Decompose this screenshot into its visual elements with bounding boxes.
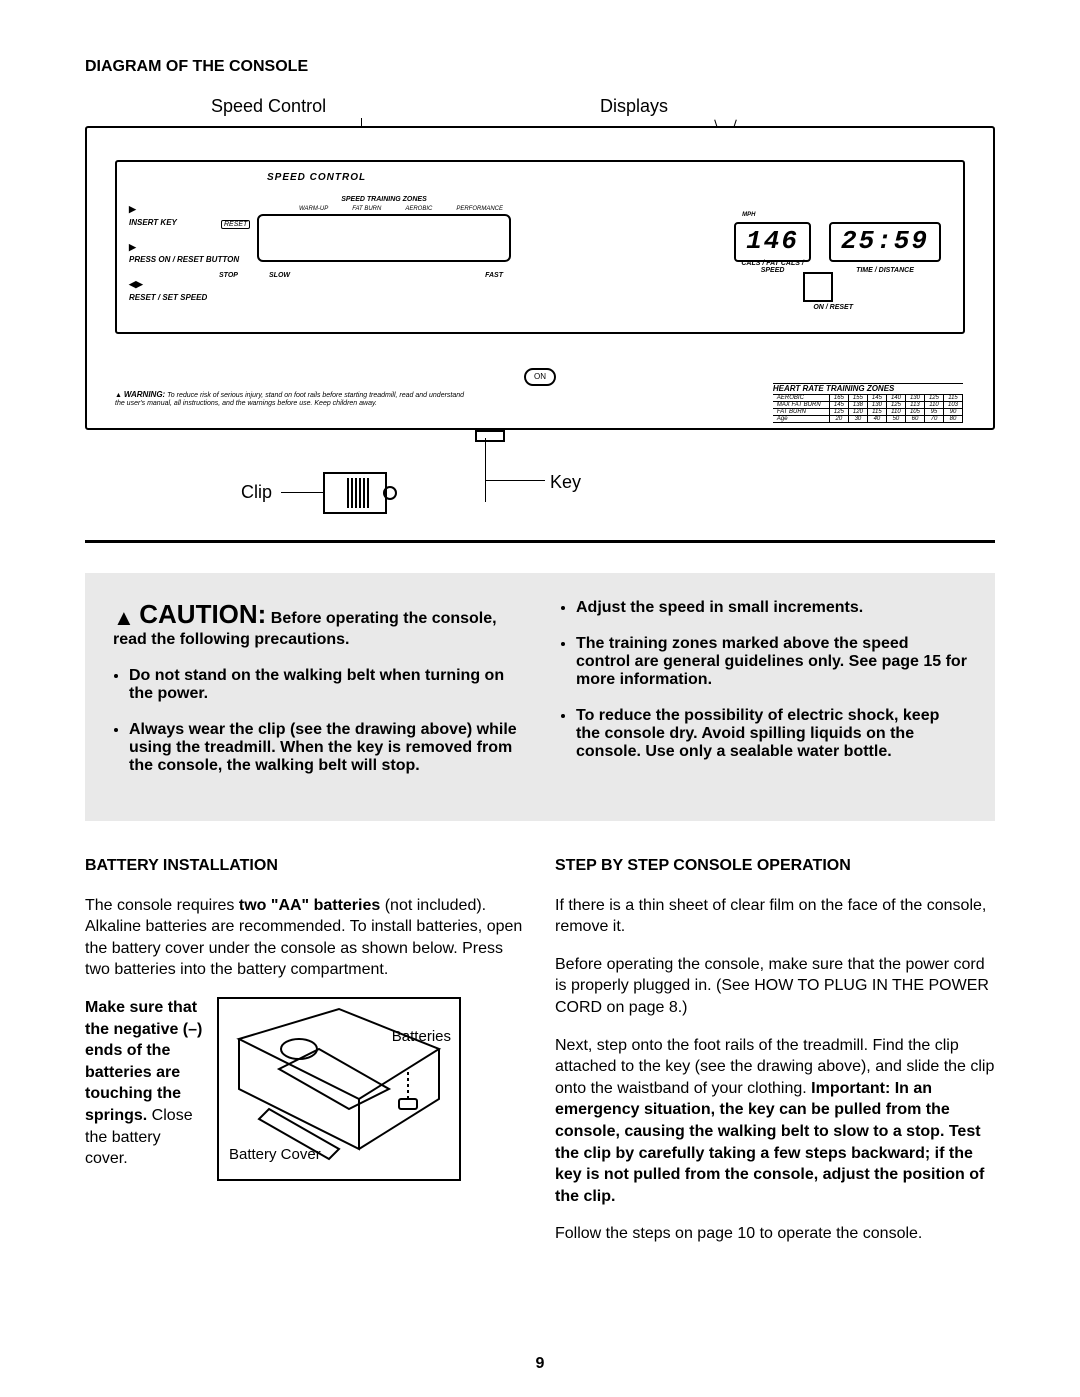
caution-item: Always wear the clip (see the drawing ab… xyxy=(129,721,520,775)
callout-clip: Clip xyxy=(241,482,272,503)
on-reset-button xyxy=(803,272,833,302)
caution-list-left: Do not stand on the walking belt when tu… xyxy=(113,667,520,775)
on-pill: ON xyxy=(524,368,556,386)
display-cals-speed: MPH 146 CALS / FAT CALS / SPEED xyxy=(734,222,811,262)
operation-p4: Follow the steps on page 10 to operate t… xyxy=(555,1223,995,1245)
diagram-title: DIAGRAM OF THE CONSOLE xyxy=(85,58,995,76)
step-instructions: ▶INSERT KEY ▶PRESS ON / RESET BUTTON ◀▶R… xyxy=(129,202,239,315)
clip-icon xyxy=(323,472,387,514)
operation-title: STEP BY STEP CONSOLE OPERATION xyxy=(555,855,995,877)
page-number: 9 xyxy=(0,1355,1080,1373)
divider xyxy=(85,540,995,543)
battery-paragraph-2: Make sure that the negative (–) ends of … xyxy=(85,997,205,1170)
heart-rate-table: HEART RATE TRAINING ZONES AEROBIC1651551… xyxy=(773,383,963,423)
callout-key: Key xyxy=(550,472,581,493)
speed-control-label: SPEED CONTROL xyxy=(267,172,366,183)
caution-item: The training zones marked above the spee… xyxy=(576,635,967,689)
operation-p3: Next, step onto the foot rails of the tr… xyxy=(555,1035,995,1208)
caution-box: ▲ CAUTION: Before operating the console,… xyxy=(85,573,995,821)
reset-button-icon: RESET xyxy=(221,220,250,229)
operation-p2: Before operating the console, make sure … xyxy=(555,954,995,1019)
key-icon xyxy=(475,430,505,442)
speed-bar: SPEED TRAINING ZONES WARM-UP FAT BURN AE… xyxy=(257,214,511,262)
callout-displays: Displays xyxy=(600,96,668,117)
fig-label-batteries: Batteries xyxy=(392,1027,451,1047)
on-reset-label: ON / RESET xyxy=(813,304,853,311)
operation-p1: If there is a thin sheet of clear film o… xyxy=(555,895,995,938)
fig-label-cover: Battery Cover xyxy=(229,1145,321,1165)
console-diagram: Speed Control Displays Clip Key SPEED CO… xyxy=(85,82,995,522)
battery-title: BATTERY INSTALLATION xyxy=(85,855,525,877)
battery-paragraph: The console requires two "AA" batteries … xyxy=(85,895,525,981)
caution-item: To reduce the possibility of electric sh… xyxy=(576,707,967,761)
caution-list-right: Adjust the speed in small increments. Th… xyxy=(560,599,967,761)
warning-triangle-icon: ▲ xyxy=(113,605,135,630)
caution-item: Adjust the speed in small increments. xyxy=(576,599,967,617)
caution-item: Do not stand on the walking belt when tu… xyxy=(129,667,520,703)
callout-speed-control: Speed Control xyxy=(211,96,326,117)
warning-text: ▲ WARNING: To reduce risk of serious inj… xyxy=(115,390,475,409)
caution-heading: ▲ CAUTION: Before operating the console,… xyxy=(113,599,520,649)
battery-figure: Batteries Battery Cover xyxy=(217,997,461,1181)
display-time-distance: 25:59 TIME / DISTANCE xyxy=(829,222,941,262)
